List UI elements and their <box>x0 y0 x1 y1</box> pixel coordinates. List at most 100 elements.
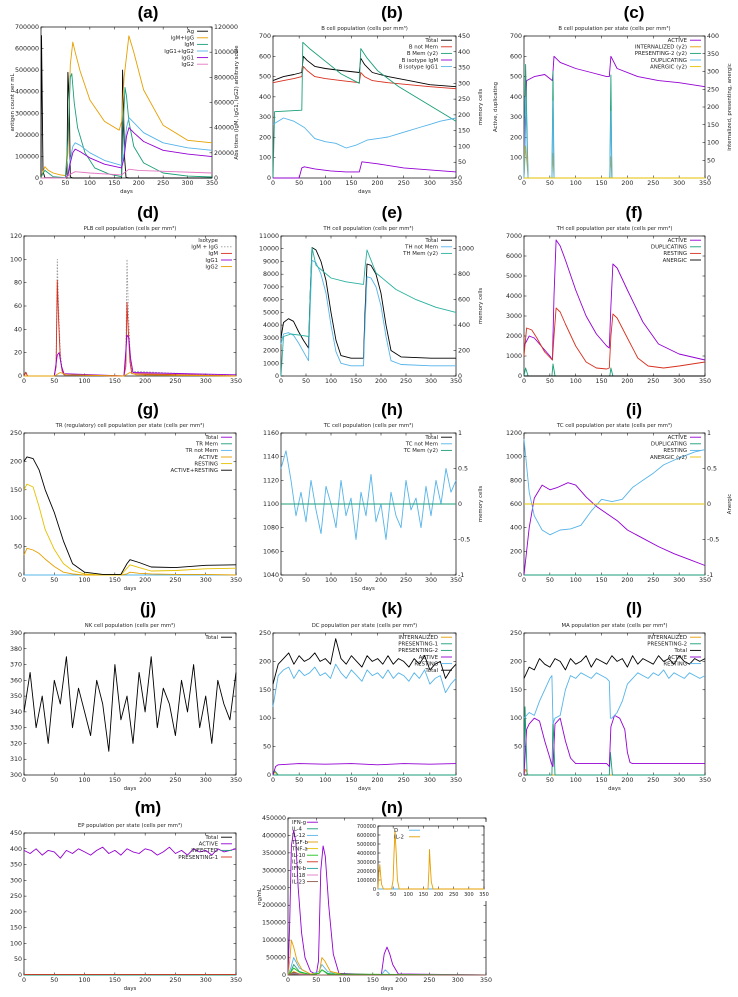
legend-entry: ACTIVE <box>419 655 439 661</box>
y-tick-label: 500 <box>510 74 522 81</box>
y2-tick-label: 50 <box>707 157 715 164</box>
panel-letter: (m) <box>135 798 161 817</box>
x-tick-label: 300 <box>425 577 437 584</box>
y-tick-label: 100 <box>510 155 522 162</box>
x-tick-label: 0 <box>522 180 526 187</box>
x-tick-label: 200 <box>372 777 384 784</box>
panel-letter: (h) <box>381 400 403 419</box>
x-tick-label: 100 <box>570 577 582 584</box>
y2-tick-label: 300 <box>707 69 719 76</box>
series-line-total <box>272 55 457 88</box>
x-tick-label: 200 <box>139 977 151 984</box>
legend-entry: Total <box>673 648 687 654</box>
legend-entry: INFECTED <box>191 848 218 854</box>
legend-entry: PRESENTING-2 <box>647 642 687 648</box>
chart-title: MA population per state (cells per mm³) <box>562 622 668 629</box>
x-tick-label: 150 <box>596 577 608 584</box>
y-tick-label: 300000 <box>262 867 286 874</box>
x-tick-label: 150 <box>596 378 608 385</box>
y-tick-label: 1080 <box>263 525 279 532</box>
x-tick-label: 150 <box>109 977 121 984</box>
legend-entry: ACTIVE <box>199 455 219 461</box>
y2-axis-label: internalized, presenting, anergic <box>727 63 733 151</box>
x-tick-label: 100 <box>325 577 337 584</box>
y-tick-label: 450000 <box>262 815 286 822</box>
x-tick-label: 350 <box>450 378 462 385</box>
x-tick-label: 150 <box>350 378 362 385</box>
series-line-active <box>272 763 457 776</box>
legend-entry: Total <box>424 38 438 44</box>
y-tick-label: 1140 <box>263 454 279 461</box>
chart-title: NK cell population (cells per mm³) <box>85 622 175 629</box>
y-tick-label: 350 <box>10 693 22 700</box>
y-tick-label: 600000 <box>15 46 39 53</box>
x-tick-label: 200 <box>621 577 633 584</box>
y-tick-label: 400 <box>510 94 522 101</box>
x-tick-label: 300 <box>200 977 212 984</box>
x-tick-label: 100 <box>325 378 337 385</box>
x-tick-label: 300 <box>200 378 212 385</box>
x-tick-label: 300 <box>200 577 212 584</box>
y-tick-label: 300 <box>10 877 22 884</box>
y-tick-label: 1200 <box>506 430 522 437</box>
chart-title: B cell population per state (cells per m… <box>558 25 670 32</box>
x-tick-label: 350 <box>230 577 242 584</box>
y-tick-label: 6000 <box>506 253 522 260</box>
x-tick-label: 50 <box>546 378 554 385</box>
legend-entry: Total <box>204 435 218 441</box>
x-tick-label: 200 <box>621 378 633 385</box>
x-tick-label: 300 <box>673 577 685 584</box>
y2-axis-label: memory cells <box>478 89 484 126</box>
y-tick-label: 350 <box>10 862 22 869</box>
y2-tick-label: 100000 <box>214 49 238 56</box>
x-tick-label: 0 <box>22 977 26 984</box>
x-tick-label: 300 <box>673 777 685 784</box>
y2-tick-label: 200 <box>458 348 470 355</box>
x-tick-label: 150 <box>109 378 121 385</box>
y-tick-label: 400000 <box>262 832 286 839</box>
legend-entry: ANERGIC <box>663 258 688 264</box>
series-line-internalized-y2- <box>523 145 705 179</box>
y2-tick-label: 1 <box>458 430 462 437</box>
series-line-total <box>23 656 237 752</box>
y-tick-label: 0 <box>518 772 522 779</box>
panel-letter: (k) <box>382 599 403 618</box>
x-tick-label: 0 <box>271 180 275 187</box>
series-line-ifn-g <box>287 829 487 976</box>
legend-entry: Total <box>424 238 438 244</box>
x-tick-label: 200 <box>434 892 444 898</box>
chart-title: TC cell population per state (cells per … <box>556 422 672 429</box>
x-tick-label: 350 <box>699 577 711 584</box>
y-tick-label: 600000 <box>357 833 376 839</box>
series-line-active <box>523 482 706 576</box>
series-line-total <box>523 655 706 679</box>
legend-entry: DUPLICATING <box>651 58 687 64</box>
series-line-b-mem-y2- <box>272 41 457 179</box>
x-axis-label: days <box>124 986 137 992</box>
chart-title: EP population per state (cells per mm³) <box>78 822 182 829</box>
y-tick-label: 100 <box>10 940 22 947</box>
y-tick-label: 150 <box>510 687 522 694</box>
x-tick-label: 50 <box>302 378 310 385</box>
legend-entry: Total <box>424 668 438 674</box>
legend-entry: RESTING <box>663 448 687 454</box>
x-tick-label: 150 <box>345 180 357 187</box>
x-tick-label: 100 <box>79 378 91 385</box>
series-line-igm-igg <box>40 35 213 179</box>
y-tick-label: 3000 <box>506 313 522 320</box>
y-tick-label: 400 <box>10 846 22 853</box>
y-tick-label: 50 <box>14 544 22 551</box>
series-line-presenting-2 <box>523 706 705 776</box>
y-tick-label: 250000 <box>262 885 286 892</box>
y-tick-label: 250 <box>10 893 22 900</box>
legend-entry: IL-6 <box>292 860 302 866</box>
x-tick-label: 300 <box>424 777 436 784</box>
y-tick-label: 4000 <box>506 293 522 300</box>
chart-panel-f: (f) TH cell population per state (cells p… <box>506 203 711 385</box>
x-tick-label: 200 <box>139 777 151 784</box>
series-line-total <box>272 638 457 685</box>
legend-entry: IL-4 <box>292 827 302 833</box>
y-tick-label: 150 <box>10 925 22 932</box>
legend-entry: ACTIVE <box>668 38 688 44</box>
